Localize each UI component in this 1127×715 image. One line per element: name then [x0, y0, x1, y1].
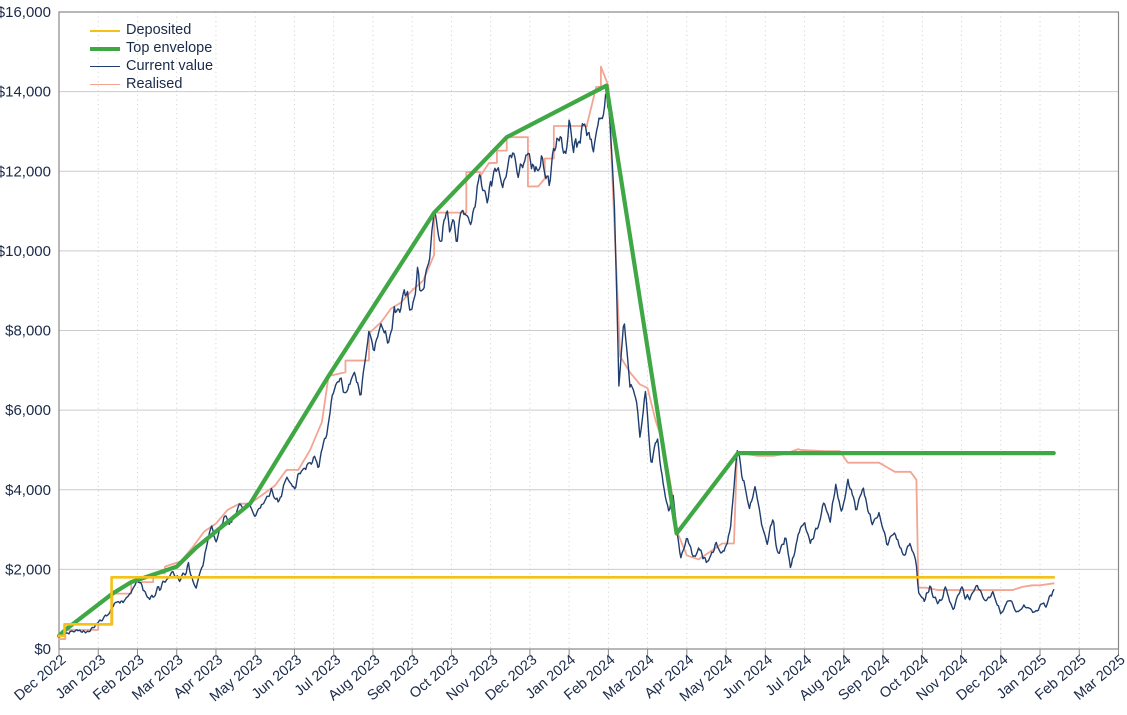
svg-text:$8,000: $8,000	[5, 323, 51, 340]
svg-text:$16,000: $16,000	[0, 4, 51, 21]
svg-text:$12,000: $12,000	[0, 163, 51, 180]
svg-text:$6,000: $6,000	[5, 402, 51, 419]
svg-text:$4,000: $4,000	[5, 482, 51, 499]
svg-text:$0: $0	[34, 641, 51, 658]
svg-text:$2,000: $2,000	[5, 561, 51, 578]
svg-text:$14,000: $14,000	[0, 84, 51, 101]
svg-text:$10,000: $10,000	[0, 243, 51, 260]
